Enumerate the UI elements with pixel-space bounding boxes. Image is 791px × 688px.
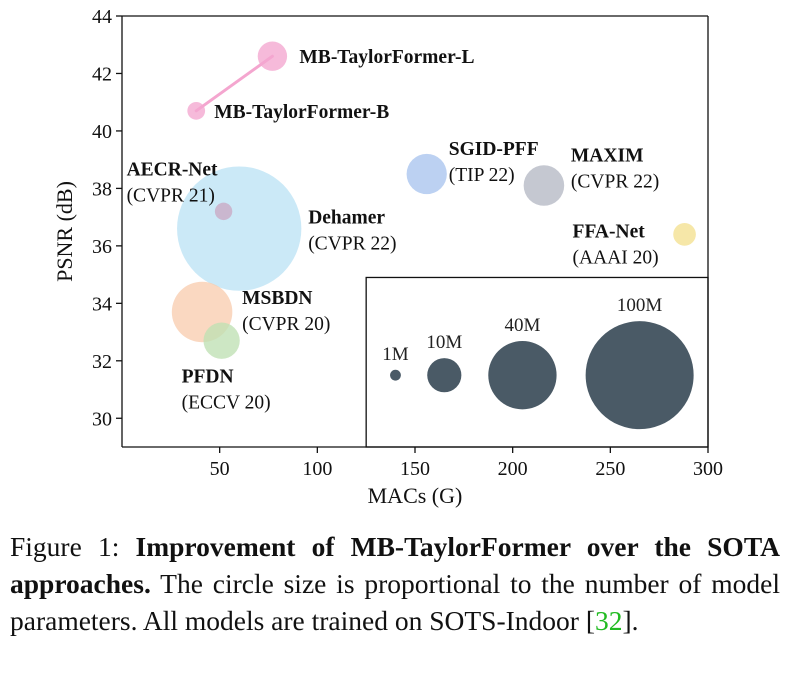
- label-mb-taylorformer-l: MB-TaylorFormer-L: [299, 47, 474, 68]
- venue-ffa-net: (AAAI 20): [573, 247, 659, 268]
- size-legend-label-40m: 40M: [504, 315, 540, 336]
- y-tick-label-36: 36: [92, 236, 112, 258]
- caption-text: The circle size is proportional to the n…: [10, 568, 780, 636]
- x-tick-label-200: 200: [498, 458, 528, 480]
- label-maxim: MAXIM: [571, 146, 644, 167]
- y-tick-label-38: 38: [92, 178, 112, 200]
- caption-suffix: ].: [622, 605, 639, 636]
- size-legend-label-10m: 10M: [426, 332, 462, 353]
- bubble-ffa-net: [673, 223, 696, 246]
- label-aecr-net: AECR-Net: [127, 159, 218, 180]
- x-tick-label-300: 300: [693, 458, 723, 480]
- venue-sgid-pff: (TIP 22): [449, 165, 515, 186]
- x-tick-label-150: 150: [400, 458, 430, 480]
- bubble-aecr-net: [214, 202, 233, 221]
- chart: 1M 10M 40M 100M 50 100 150 200 250 300 30 32 34 36 38…: [52, 6, 723, 508]
- y-tick-label-44: 44: [92, 6, 112, 28]
- venue-maxim: (CVPR 22): [571, 172, 659, 193]
- x-axis-label: MACs (G): [368, 483, 463, 508]
- label-ffa-net: FFA-Net: [573, 221, 646, 242]
- bubble-dehamer: [177, 166, 302, 291]
- citation-link[interactable]: 32: [594, 605, 623, 636]
- bubble-mb-taylorformer-b: [187, 101, 206, 120]
- bubble-sgid-pff: [406, 153, 447, 195]
- caption-prefix: Figure 1:: [10, 531, 136, 562]
- connector-line: [194, 54, 274, 113]
- y-tick-label-34: 34: [92, 293, 112, 315]
- x-tick-label-250: 250: [595, 458, 625, 480]
- size-legend-circle-40m: [488, 341, 557, 410]
- y-tick-label-32: 32: [92, 351, 112, 373]
- y-axis-label: PSNR (dB): [52, 181, 77, 282]
- label-mb-taylorformer-b: MB-TaylorFormer-B: [214, 102, 389, 123]
- x-tick-label-50: 50: [210, 458, 230, 480]
- venue-dehamer: (CVPR 22): [308, 234, 396, 255]
- size-legend-label-1m: 1M: [382, 344, 409, 365]
- y-tick-label-40: 40: [92, 121, 112, 143]
- size-legend-circle-10m: [427, 358, 462, 393]
- y-tick-label-42: 42: [92, 63, 112, 85]
- size-legend-circle-100m: [585, 321, 694, 430]
- label-sgid-pff: SGID-PFF: [449, 139, 539, 160]
- venue-msbdn: (CVPR 20): [242, 314, 330, 335]
- y-tick-label-30: 30: [92, 408, 112, 430]
- venue-aecr-net: (CVPR 21): [127, 185, 215, 206]
- caption-bold: Improvement of MB-TaylorFormer over the …: [10, 531, 780, 599]
- bubble-pfdn: [203, 322, 240, 359]
- size-legend-label-100m: 100M: [617, 295, 663, 316]
- venue-pfdn: (ECCV 20): [182, 393, 271, 414]
- label-dehamer: Dehamer: [308, 208, 385, 229]
- bubble-mb-taylorformer-l: [257, 41, 288, 71]
- bubble-maxim: [523, 165, 565, 206]
- size-legend-circle-1m: [390, 369, 401, 381]
- label-pfdn: PFDN: [182, 367, 234, 388]
- x-tick-label-100: 100: [302, 458, 332, 480]
- label-msbdn: MSBDN: [242, 288, 312, 309]
- figure-caption: Figure 1: Improvement of MB-TaylorFormer…: [10, 528, 780, 639]
